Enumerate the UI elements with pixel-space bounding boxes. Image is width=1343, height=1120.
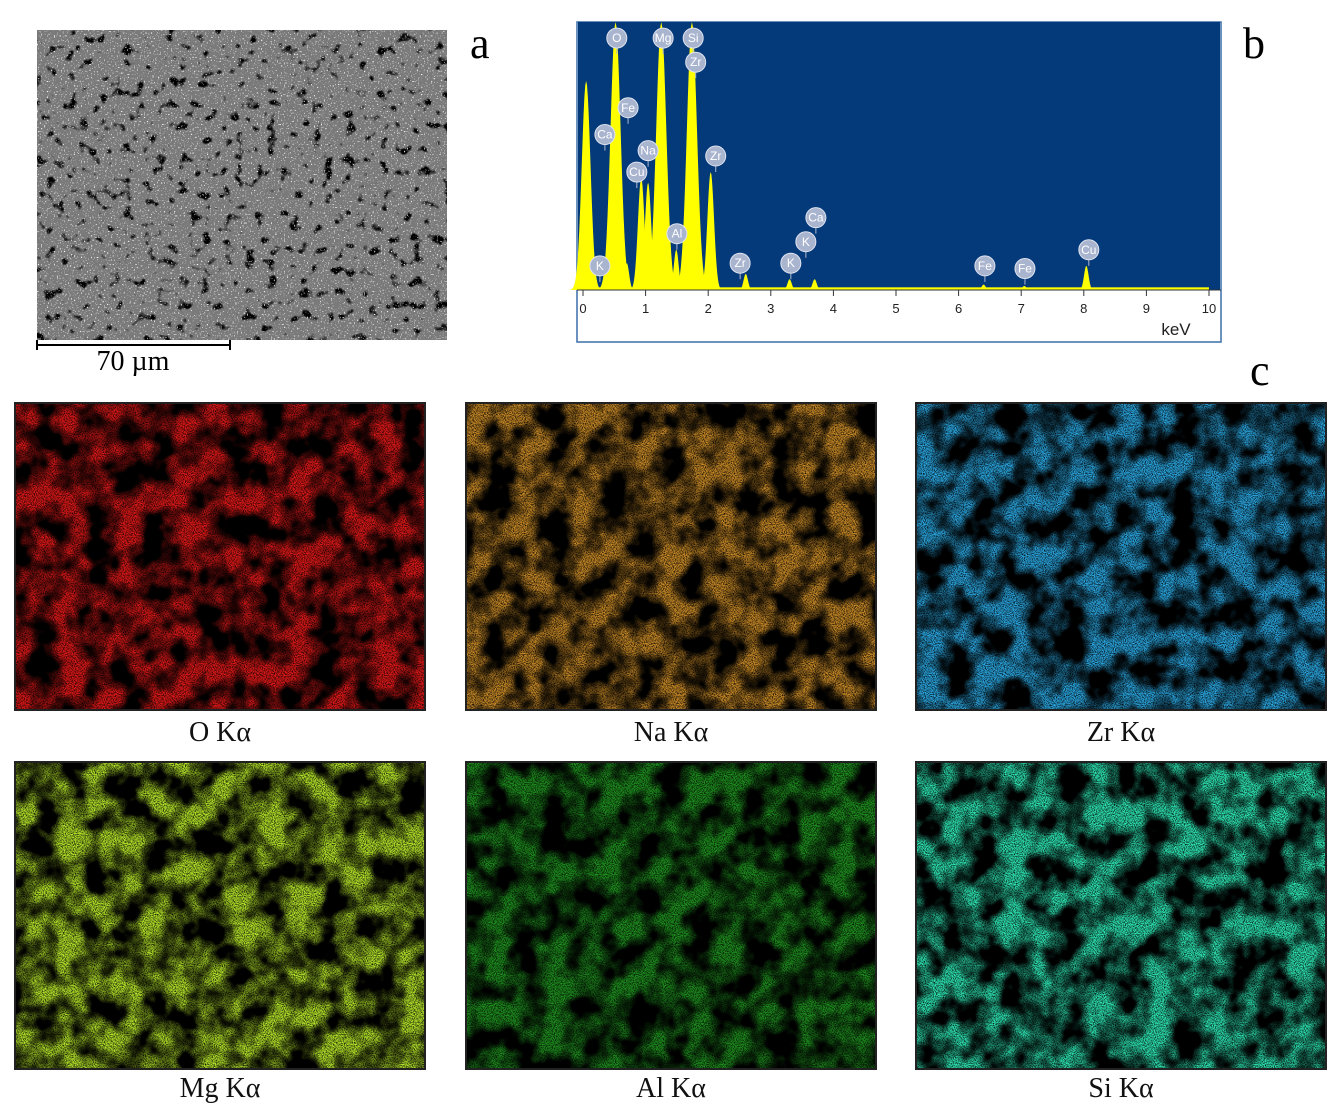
panel-label: b bbox=[1243, 19, 1265, 68]
peak bbox=[613, 263, 641, 290]
map-grain bbox=[466, 762, 876, 1069]
panel-label: a bbox=[470, 19, 490, 68]
x-tick-label: 8 bbox=[1080, 301, 1087, 316]
spectrum: 0 1 2 3 4 5 6 7 8 9 10 keV O Mg Si Zr Fe Ca Na Cu Zr Ca K Al Cu Z… bbox=[560, 22, 1221, 339]
peak bbox=[631, 22, 692, 290]
peak-label: Ca bbox=[808, 211, 824, 225]
peak-label: Fe bbox=[1018, 262, 1032, 276]
sem-specks bbox=[37, 30, 447, 340]
peak-label: O bbox=[612, 31, 621, 45]
peak bbox=[621, 177, 661, 290]
peak-label-marker bbox=[780, 252, 802, 274]
peak-label-marker bbox=[1078, 239, 1100, 261]
peak-label-marker bbox=[729, 252, 751, 274]
map-border bbox=[915, 761, 1327, 1070]
peak-label-marker bbox=[594, 124, 616, 146]
peak-label: Mg bbox=[655, 31, 672, 45]
map-border bbox=[14, 761, 426, 1070]
x-tick-label: 1 bbox=[642, 301, 649, 316]
x-tick-label: 2 bbox=[705, 301, 712, 316]
peak-label-marker bbox=[795, 231, 817, 253]
peak bbox=[1072, 265, 1100, 290]
peak-label: Zr bbox=[734, 256, 745, 270]
x-tick-label: 4 bbox=[830, 301, 837, 316]
map-label: Mg Kα bbox=[180, 1073, 261, 1104]
map-label: Na Kα bbox=[634, 717, 709, 748]
peak-label-marker bbox=[1014, 258, 1036, 280]
element-maps: O Kα Na Kα Zr Kα Mg Kα Al Kα Si Kα bbox=[14, 402, 1327, 1104]
peak-label: Cu bbox=[1081, 243, 1096, 257]
peak-label-marker bbox=[682, 27, 704, 49]
map-label: Zr Kα bbox=[1087, 717, 1156, 748]
x-tick-label: 9 bbox=[1143, 301, 1150, 316]
peak-label: Cu bbox=[629, 165, 644, 179]
peak-label-marker bbox=[652, 27, 674, 49]
map-grain bbox=[916, 762, 1326, 1069]
peak bbox=[661, 249, 691, 290]
peak bbox=[971, 284, 996, 290]
peak-label: Si bbox=[688, 31, 699, 45]
peak-label-marker bbox=[617, 97, 639, 119]
x-tick-label: 3 bbox=[767, 301, 774, 316]
peak bbox=[776, 279, 803, 290]
map-grain bbox=[15, 403, 425, 710]
peak-label-marker bbox=[589, 255, 611, 277]
peak-label: K bbox=[802, 235, 810, 249]
peak-label-marker bbox=[626, 161, 648, 183]
plot-area bbox=[578, 22, 1220, 290]
peak-label-marker bbox=[685, 51, 707, 73]
baseline-fill bbox=[583, 287, 1209, 290]
map-label: Al Kα bbox=[636, 1073, 706, 1104]
peak-label: Zr bbox=[690, 55, 701, 69]
x-axis-label: keV bbox=[1161, 320, 1191, 339]
peak-label-marker bbox=[637, 140, 659, 162]
map-border bbox=[14, 402, 426, 711]
peak-label: Fe bbox=[621, 101, 635, 115]
map-grain bbox=[916, 403, 1326, 710]
peak bbox=[585, 22, 646, 290]
peak bbox=[801, 279, 828, 290]
peak-label: K bbox=[787, 256, 795, 270]
peak-label-marker bbox=[606, 27, 628, 49]
peak-label: Ca bbox=[597, 128, 613, 142]
map-label: Si Kα bbox=[1088, 1073, 1154, 1104]
peak-label: Fe bbox=[978, 259, 992, 273]
map-grain bbox=[466, 403, 876, 710]
map-grain bbox=[15, 762, 425, 1069]
x-tick-label: 10 bbox=[1202, 301, 1216, 316]
x-tick-label: 7 bbox=[1018, 301, 1025, 316]
peak bbox=[732, 273, 759, 290]
peak bbox=[628, 182, 668, 290]
peak-label-marker bbox=[974, 255, 996, 277]
peak bbox=[1012, 285, 1037, 290]
map-border bbox=[915, 402, 1327, 711]
peak-label-marker bbox=[666, 223, 688, 245]
peak-label: Zr bbox=[710, 149, 721, 163]
map-border bbox=[465, 761, 877, 1070]
x-tick-label: 5 bbox=[892, 301, 899, 316]
scale-bar-label: 70 µm bbox=[97, 346, 170, 377]
map-label: O Kα bbox=[189, 717, 251, 748]
peak-label-marker bbox=[705, 145, 727, 167]
x-tick-label: 6 bbox=[955, 301, 962, 316]
peak-label: Na bbox=[640, 144, 656, 158]
peak bbox=[560, 80, 613, 291]
peak bbox=[661, 22, 722, 290]
peak-label: K bbox=[596, 259, 604, 273]
peak-label: Al bbox=[672, 227, 683, 241]
panel-label: c bbox=[1250, 346, 1270, 395]
peak bbox=[690, 172, 731, 290]
x-tick-label: 0 bbox=[579, 301, 586, 316]
peak-label-marker bbox=[805, 207, 827, 229]
map-border bbox=[465, 402, 877, 711]
